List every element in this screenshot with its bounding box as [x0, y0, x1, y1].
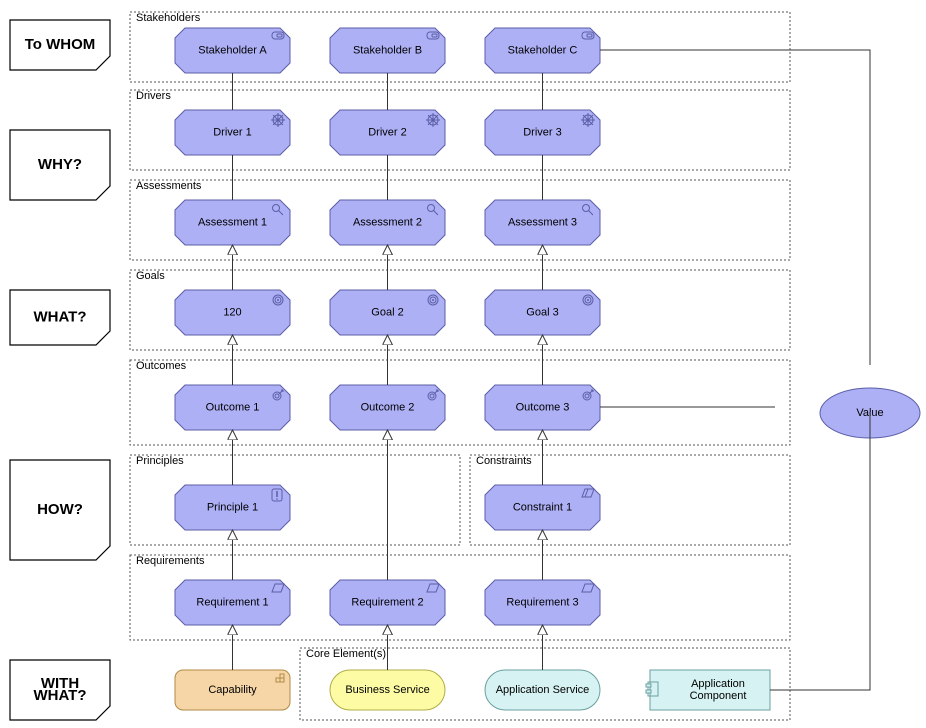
svg-text:Assessment 1: Assessment 1 [198, 216, 267, 228]
svg-text:Outcome 3: Outcome 3 [516, 401, 570, 413]
goal-icon [273, 295, 283, 305]
svg-text:Assessment 3: Assessment 3 [508, 216, 577, 228]
node-d1: Driver 1 [175, 110, 290, 155]
node-r1: Requirement 1 [175, 580, 290, 625]
node-r3: Requirement 3 [485, 580, 600, 625]
side-towhom: To WHOM [10, 20, 110, 70]
svg-text:Outcome 2: Outcome 2 [361, 401, 415, 413]
svg-text:Capability: Capability [208, 684, 257, 696]
node-a2: Assessment 2 [330, 200, 445, 245]
goal-icon [583, 295, 593, 305]
driver-icon [426, 113, 440, 127]
driver-icon [581, 113, 595, 127]
node-o1: Outcome 1 [175, 385, 290, 430]
svg-text:Driver 3: Driver 3 [523, 126, 562, 138]
node-g2: Goal 2 [330, 290, 445, 335]
node-cap: Capability [175, 670, 290, 710]
node-ac: ApplicationComponent [646, 670, 770, 710]
group-label: Principles [136, 455, 184, 467]
node-c1: Constraint 1 [485, 485, 600, 530]
svg-text:Goal 2: Goal 2 [371, 306, 403, 318]
node-sb: Stakeholder B [330, 28, 445, 73]
group-label: Requirements [136, 555, 205, 567]
svg-text:Principle 1: Principle 1 [207, 501, 258, 513]
group-label: Constraints [476, 455, 532, 467]
node-bs: Business Service [330, 670, 445, 710]
svg-text:WHY?: WHY? [38, 156, 82, 173]
node-o3: Outcome 3 [485, 385, 600, 430]
svg-text:Requirement 3: Requirement 3 [506, 596, 578, 608]
node-sc: Stakeholder C [485, 28, 600, 73]
archimate-diagram: Stakeholders Drivers Assessments Goals Outco… [0, 0, 926, 728]
svg-text:Driver 2: Driver 2 [368, 126, 407, 138]
svg-text:Goal 3: Goal 3 [526, 306, 558, 318]
svg-text:Outcome 1: Outcome 1 [206, 401, 260, 413]
svg-text:WHAT?: WHAT? [33, 308, 86, 325]
group-label: Drivers [136, 90, 171, 102]
group-label: Outcomes [136, 360, 187, 372]
svg-text:Stakeholder B: Stakeholder B [353, 44, 422, 56]
group-label: Core Element(s) [306, 648, 386, 660]
svg-text:Driver 1: Driver 1 [213, 126, 252, 138]
side-what: WHAT? [10, 290, 110, 345]
svg-text:Assessment 2: Assessment 2 [353, 216, 422, 228]
edge-sc-val [600, 50, 870, 365]
node-a1: Assessment 1 [175, 200, 290, 245]
side-withwhat: WITHWHAT? [10, 660, 110, 720]
svg-text:Requirement 2: Requirement 2 [351, 596, 423, 608]
node-d2: Driver 2 [330, 110, 445, 155]
node-sa: Stakeholder A [175, 28, 290, 73]
node-g3: Goal 3 [485, 290, 600, 335]
group-label: Stakeholders [136, 12, 201, 24]
node-as: Application Service [485, 670, 600, 710]
svg-text:HOW?: HOW? [37, 501, 83, 518]
svg-text:Application Service: Application Service [496, 684, 590, 696]
node-p1: Principle 1 [175, 485, 290, 530]
group-label: Goals [136, 270, 165, 282]
group-label: Assessments [136, 180, 202, 192]
svg-text:Requirement 1: Requirement 1 [196, 596, 268, 608]
node-o2: Outcome 2 [330, 385, 445, 430]
node-a3: Assessment 3 [485, 200, 600, 245]
svg-text:To WHOM: To WHOM [25, 36, 96, 53]
node-d3: Driver 3 [485, 110, 600, 155]
driver-icon [271, 113, 285, 127]
svg-text:Application: Application [691, 678, 745, 690]
svg-text:120: 120 [223, 306, 241, 318]
svg-text:WHAT?: WHAT? [33, 687, 86, 704]
svg-text:Constraint 1: Constraint 1 [513, 501, 572, 513]
svg-text:Business Service: Business Service [345, 684, 429, 696]
goal-icon [428, 295, 438, 305]
side-why: WHY? [10, 130, 110, 200]
node-g1: 120 [175, 290, 290, 335]
svg-text:Stakeholder C: Stakeholder C [508, 44, 578, 56]
node-r2: Requirement 2 [330, 580, 445, 625]
svg-text:Stakeholder A: Stakeholder A [198, 44, 267, 56]
svg-text:Component: Component [690, 690, 747, 702]
side-how: HOW? [10, 460, 110, 560]
